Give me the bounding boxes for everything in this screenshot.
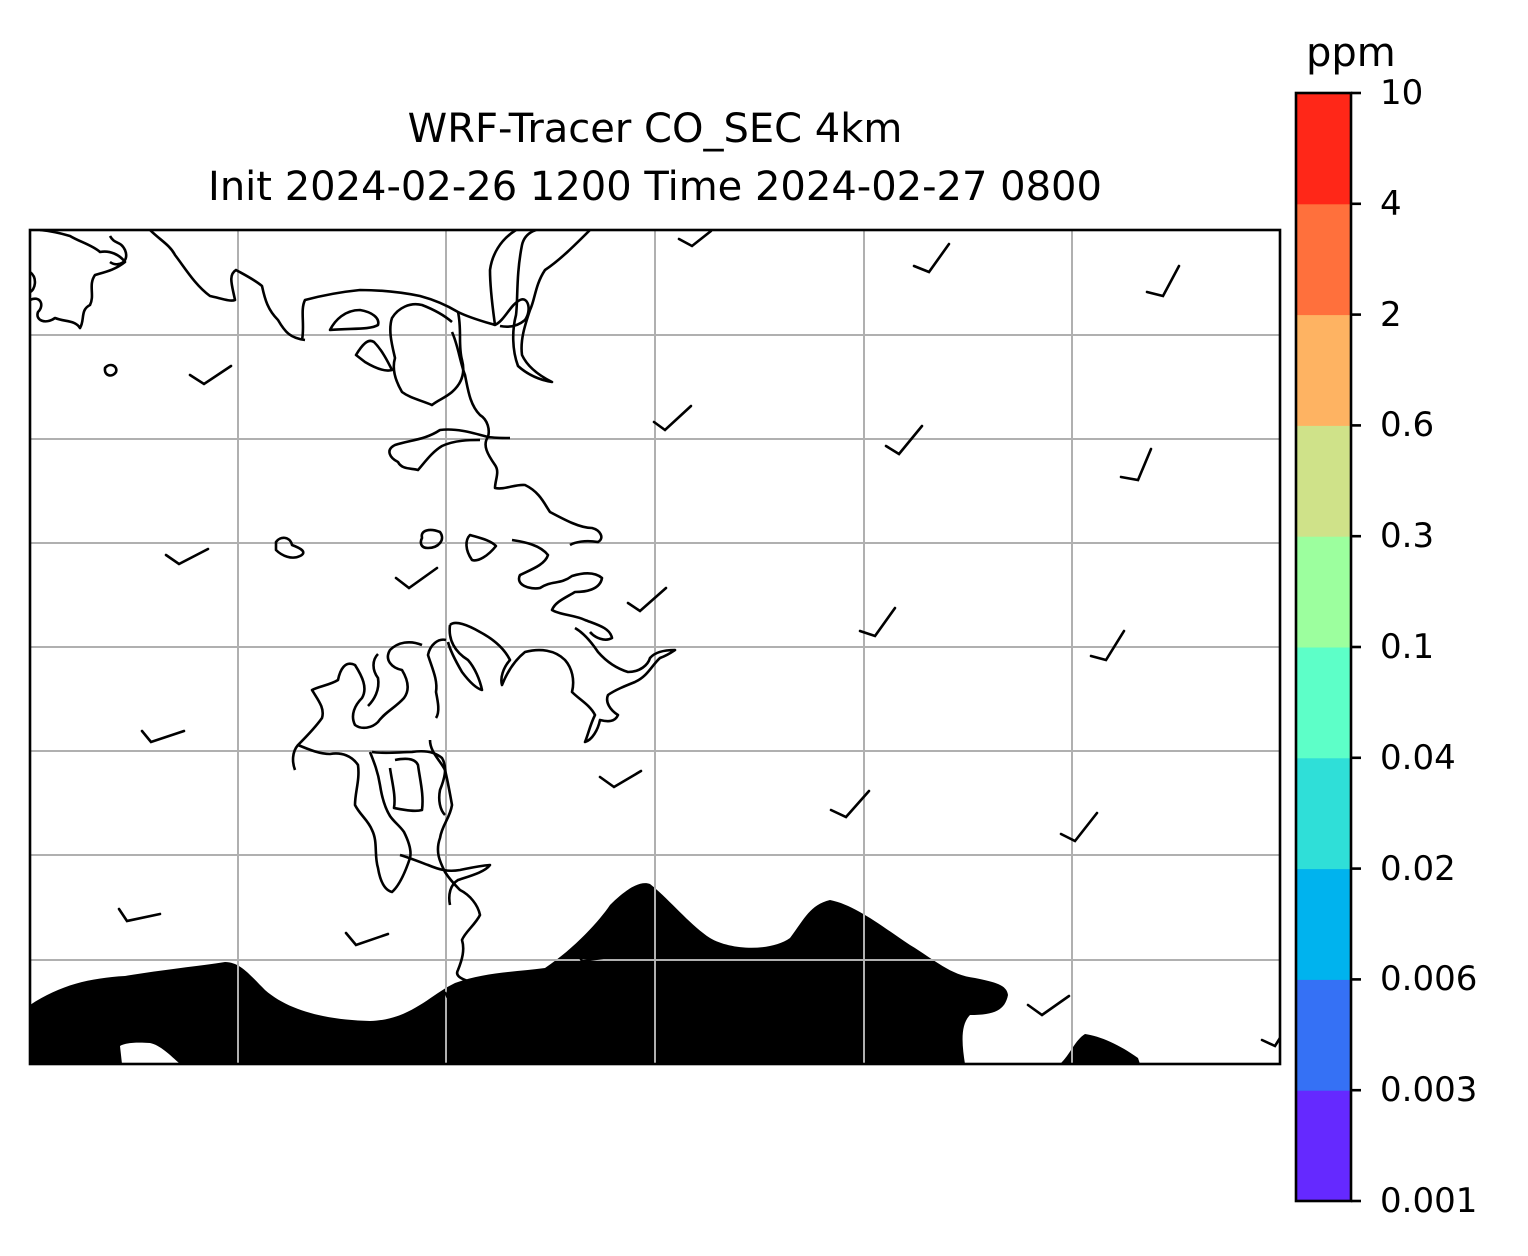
colorbar-band-7: [1296, 314, 1351, 426]
colorbar-tick-label: 0.1: [1380, 627, 1435, 667]
colorbar-tick-label: 0.04: [1380, 737, 1456, 778]
map-gridlines: [30, 230, 1280, 1064]
colorbar: [1294, 91, 1361, 1203]
colorbar-unit-label: ppm: [1306, 30, 1396, 76]
colorbar-band-6: [1296, 425, 1351, 537]
colorbar-tick-label: 10: [1380, 73, 1424, 113]
colorbar-tick-label: 0.02: [1380, 848, 1456, 889]
colorbar-tick-label: 0.001: [1380, 1181, 1478, 1221]
colorbar-band-8: [1296, 203, 1351, 316]
colorbar-band-3: [1296, 757, 1351, 870]
colorbar-tick-label: 0.003: [1380, 1070, 1478, 1111]
colorbar-tick-label: 0.6: [1380, 405, 1435, 446]
map-title-line-2: Init 2024-02-26 1200 Time 2024-02-27 080…: [208, 164, 1102, 210]
tracer-concentration-area: [30, 883, 1140, 1064]
colorbar-band-2: [1296, 868, 1351, 980]
map-panel: [30, 230, 1280, 1064]
colorbar-tick-label: 0.3: [1380, 516, 1435, 557]
map-frame: [28, 228, 1282, 1066]
wind-barbs: [117, 230, 1280, 1048]
colorbar-band-4: [1296, 647, 1351, 759]
map-title-line-1: WRF-Tracer CO_SEC 4km: [407, 106, 903, 152]
coastlines: [30, 230, 677, 1064]
colorbar-band-9: [1296, 93, 1351, 205]
colorbar-tick-label: 4: [1380, 183, 1402, 224]
colorbar-tick-label: 2: [1380, 294, 1402, 335]
colorbar-tick-label: 0.006: [1380, 959, 1478, 1000]
colorbar-band-1: [1296, 979, 1351, 1091]
colorbar-band-0: [1296, 1090, 1351, 1202]
colorbar-band-5: [1296, 536, 1351, 648]
